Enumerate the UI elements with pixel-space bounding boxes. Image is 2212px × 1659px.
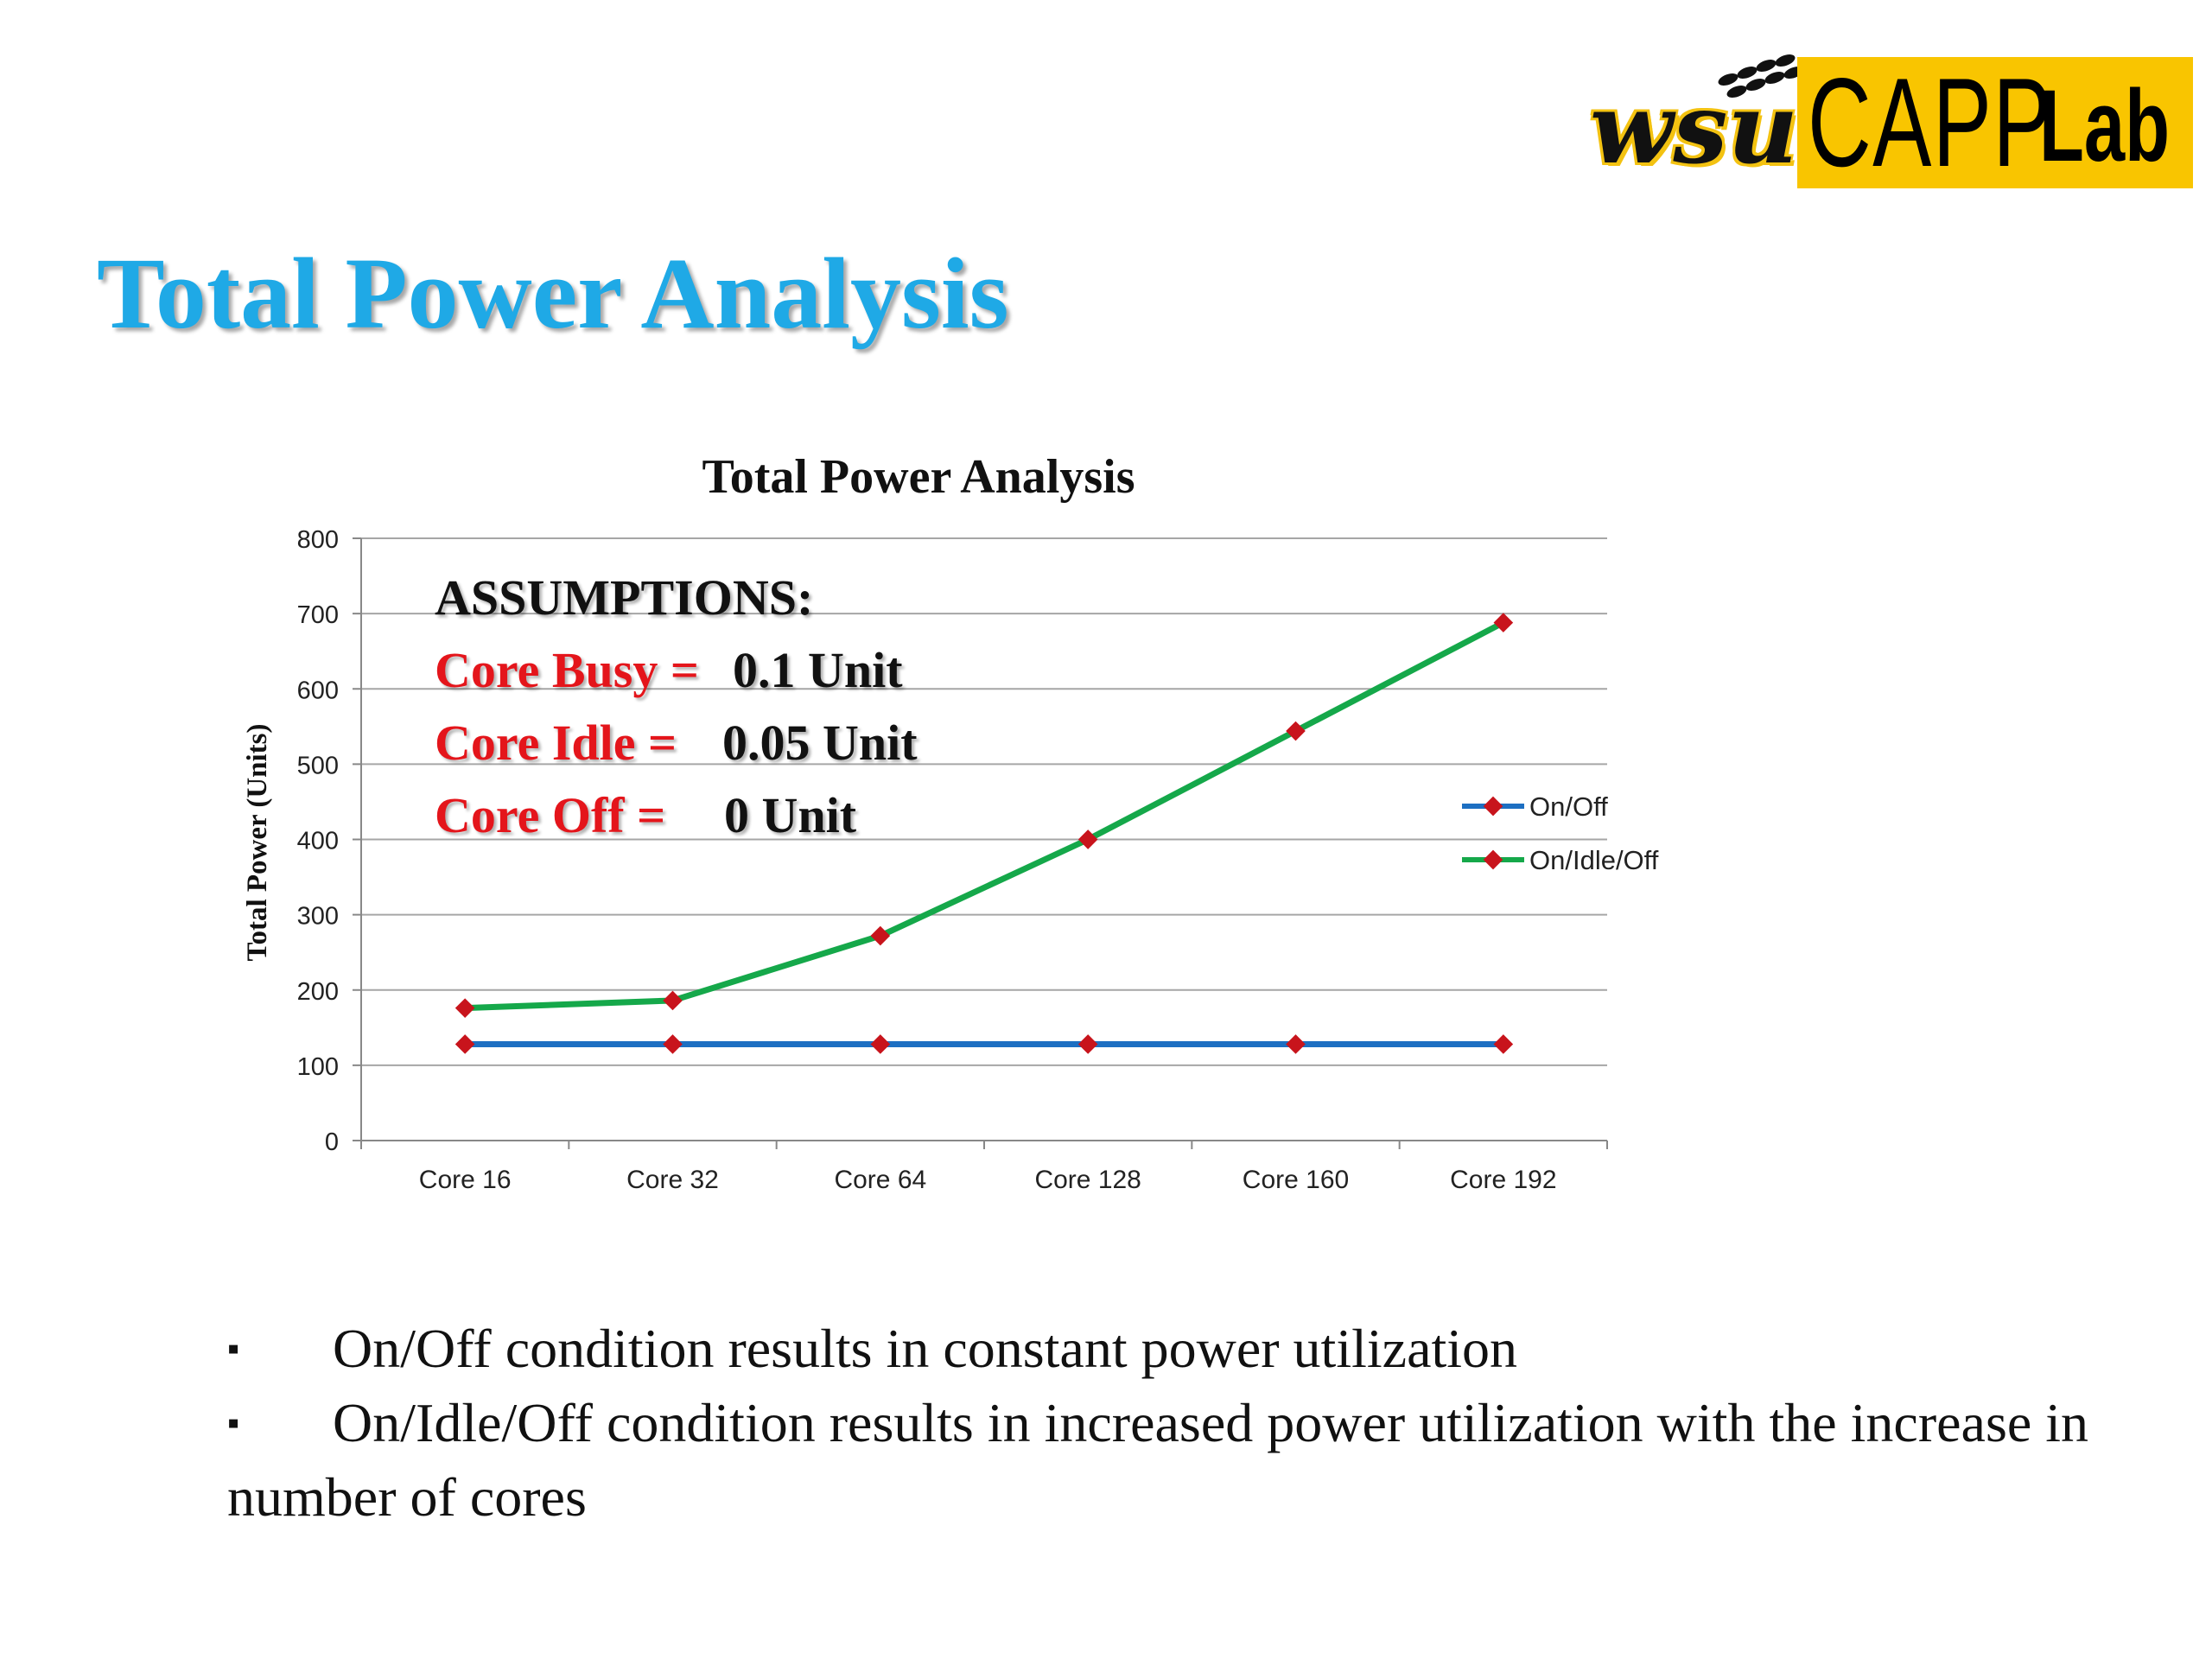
- x-tick-label: Core 16: [419, 1166, 512, 1194]
- x-tick-label: Core 32: [626, 1166, 719, 1194]
- data-point: [1077, 830, 1098, 849]
- assumption-label: Core Busy =: [435, 642, 699, 698]
- lab-text: Lab: [2039, 69, 2171, 183]
- slide-title: Total Power Analysis: [97, 237, 1009, 350]
- legend-item-on-idle-off: On/Idle/Off: [1460, 840, 1685, 893]
- data-point: [454, 998, 475, 1018]
- assumption-value: 0.1 Unit: [733, 642, 903, 698]
- data-point: [663, 1034, 683, 1054]
- y-tick-label: 100: [297, 1053, 339, 1081]
- chart-gridlines: [361, 537, 1607, 1066]
- assumption-value: 0.05 Unit: [722, 715, 918, 771]
- assumption-value: 0 Unit: [724, 787, 857, 843]
- series-on-idle-off: [454, 613, 1514, 1018]
- chart-axes: [353, 537, 1608, 1149]
- legend-label: On/Off: [1529, 791, 1608, 822]
- data-point: [870, 925, 891, 946]
- chart-title: Total Power Analysis: [702, 450, 1135, 504]
- y-tick-label: 700: [297, 601, 339, 629]
- chart-legend: On/Off On/Idle/Off: [1460, 786, 1685, 893]
- capp-lab-logo: wsu CAPP Lab: [1590, 54, 2195, 192]
- assumption-row: Core Busy = 0.1 Unit: [435, 634, 903, 707]
- y-tick-label: 400: [297, 828, 339, 855]
- data-point: [870, 1034, 891, 1054]
- y-tick-label: 600: [297, 677, 339, 704]
- y-tick-labels: 0 100 200 300 400 500 600 700 800: [297, 526, 339, 1156]
- legend-item-on-off: On/Off: [1460, 786, 1685, 840]
- y-axis-label: Total Power (Units): [242, 724, 273, 962]
- x-tick-label: Core 160: [1243, 1166, 1349, 1194]
- bullet-marker: ▪: [227, 1329, 240, 1368]
- x-tick-label: Core 128: [1034, 1166, 1141, 1194]
- series-line: [465, 620, 1505, 1012]
- bullet-item: ▪ On/Idle/Off condition results in incre…: [227, 1386, 2128, 1535]
- series-on-off: [454, 1034, 1514, 1054]
- legend-swatch-on-idle-off: [1462, 849, 1524, 870]
- legend-label: On/Idle/Off: [1529, 845, 1659, 875]
- assumptions-box: ASSUMPTIONS: Core Busy = 0.1 Unit Core I…: [435, 562, 918, 852]
- assumption-row: Core Idle = 0.05 Unit: [435, 707, 918, 779]
- y-tick-label: 800: [297, 526, 339, 554]
- x-tick-label: Core 192: [1450, 1166, 1556, 1194]
- y-tick-label: 0: [325, 1128, 339, 1156]
- capp-text: CAPP: [1808, 52, 2053, 193]
- bullet-text: On/Idle/Off condition results in increas…: [227, 1392, 2089, 1528]
- assumption-label: Core Off =: [435, 787, 666, 843]
- bullet-item: ▪ On/Off condition results in constant p…: [227, 1312, 2128, 1386]
- wsu-logo-text: wsu: [1590, 73, 1798, 186]
- x-tick-labels: Core 16 Core 32 Core 64 Core 128 Core 160 Cor…: [419, 1166, 1557, 1194]
- data-point: [1286, 721, 1306, 741]
- chart-series: [454, 613, 1514, 1054]
- data-point: [1493, 613, 1514, 632]
- bullet-list: ▪ On/Off condition results in constant p…: [227, 1312, 2128, 1535]
- data-point: [1286, 1034, 1306, 1054]
- y-tick-label: 200: [297, 978, 339, 1006]
- data-point: [1493, 1034, 1514, 1054]
- power-line-chart: 0 100 200 300 400 500 600 700 800 Core 16 Core 32…: [242, 450, 1608, 1194]
- y-tick-label: 500: [297, 752, 339, 779]
- data-point: [663, 990, 683, 1011]
- data-point: [1077, 1034, 1098, 1054]
- capp-lab-badge: CAPP Lab: [1797, 57, 2193, 188]
- assumption-label: Core Idle =: [435, 715, 677, 771]
- x-tick-label: Core 64: [834, 1166, 926, 1194]
- legend-swatch-on-off: [1462, 796, 1524, 817]
- assumption-row: Core Off = 0 Unit: [435, 779, 856, 852]
- y-tick-label: 300: [297, 903, 339, 931]
- assumptions-heading: ASSUMPTIONS:: [435, 569, 814, 626]
- bullet-text: On/Off condition results in constant pow…: [333, 1318, 1518, 1379]
- bullet-marker: ▪: [227, 1403, 240, 1442]
- data-point: [454, 1034, 475, 1054]
